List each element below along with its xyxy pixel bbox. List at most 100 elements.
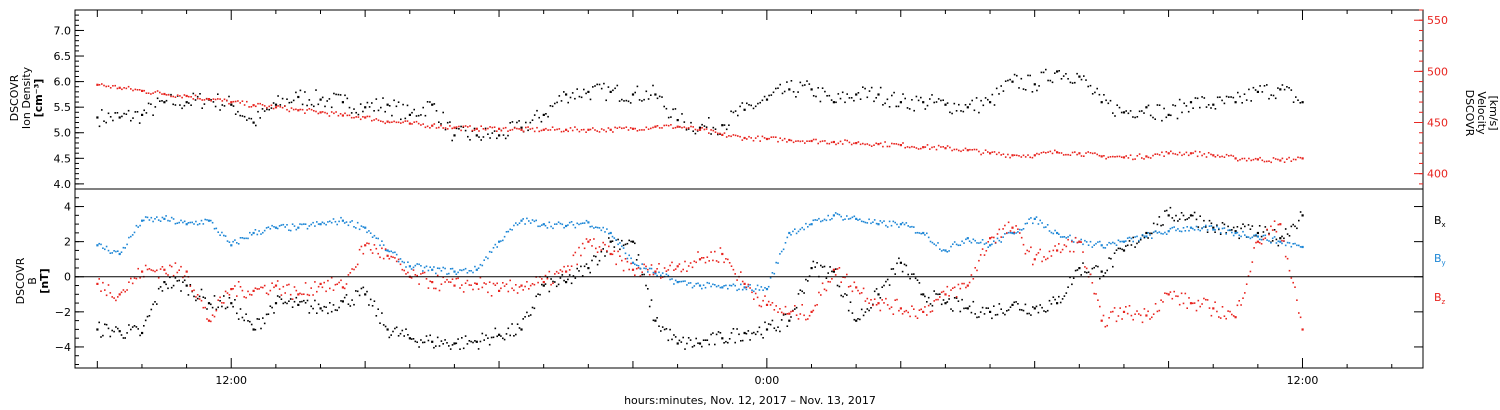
ion-density-trace xyxy=(612,89,614,92)
bx-trace xyxy=(706,339,709,341)
bz-trace xyxy=(619,255,621,257)
bx-trace xyxy=(1223,223,1226,226)
by-trace xyxy=(1214,229,1216,231)
ion-density-trace xyxy=(366,101,369,104)
bz-trace xyxy=(559,269,562,271)
bz-trace xyxy=(1119,307,1121,309)
bx-trace xyxy=(1059,301,1062,304)
bz-trace xyxy=(965,286,967,289)
bx-trace xyxy=(397,335,400,337)
velocity-trace xyxy=(397,121,400,124)
bx-trace xyxy=(937,293,939,296)
bz-trace xyxy=(628,268,630,271)
bz-trace xyxy=(896,298,898,301)
bx-trace xyxy=(462,347,465,350)
by-trace xyxy=(1268,240,1270,242)
by-trace xyxy=(963,242,965,244)
by-trace xyxy=(448,272,450,275)
bx-trace xyxy=(959,310,962,313)
bz-point xyxy=(364,244,367,247)
by-trace xyxy=(847,218,850,220)
bx-trace xyxy=(120,334,123,336)
by-trace xyxy=(1022,228,1025,230)
bz-trace xyxy=(213,315,216,318)
top-ytick-label: 5.0 xyxy=(54,127,72,140)
bz-trace xyxy=(974,267,976,269)
bz-trace xyxy=(1229,310,1231,313)
ion-density-trace xyxy=(444,128,447,131)
velocity-trace xyxy=(232,100,235,103)
ion-density-trace xyxy=(1098,93,1101,96)
velocity-trace xyxy=(420,124,422,126)
bz-trace xyxy=(650,264,653,266)
by-trace xyxy=(896,223,898,226)
ion-density-trace xyxy=(578,95,581,98)
by-trace xyxy=(875,222,878,225)
ion-density-trace xyxy=(1187,110,1190,113)
ion-density-trace xyxy=(346,97,349,100)
bx-trace xyxy=(953,297,956,299)
bz-trace xyxy=(805,318,807,321)
by-trace xyxy=(182,221,184,224)
velocity-trace xyxy=(1281,157,1284,160)
velocity-trace xyxy=(1203,153,1206,155)
ion-density-point xyxy=(1078,75,1081,78)
bz-trace xyxy=(853,281,856,284)
velocity-trace xyxy=(786,141,788,143)
velocity-trace xyxy=(462,125,465,128)
bz-trace xyxy=(100,290,102,292)
bz-trace xyxy=(1264,237,1267,239)
by-trace xyxy=(933,243,935,245)
ion-density-trace xyxy=(469,139,471,141)
by-trace xyxy=(1158,231,1161,233)
bz-trace xyxy=(827,280,829,283)
bx-trace xyxy=(762,337,764,339)
bx-trace xyxy=(1035,305,1038,308)
velocity-trace xyxy=(496,130,498,132)
ion-density-trace xyxy=(797,91,799,93)
ion-density-trace xyxy=(770,94,773,96)
bx-trace xyxy=(667,339,670,342)
ion-density-trace xyxy=(549,105,552,107)
ion-density-trace xyxy=(507,134,509,137)
bx-trace xyxy=(1203,219,1205,222)
by-trace xyxy=(888,220,891,223)
by-trace xyxy=(187,222,190,224)
bz-trace xyxy=(533,283,536,286)
bx-trace xyxy=(111,329,113,332)
bx-trace xyxy=(410,338,413,340)
bx-trace xyxy=(360,287,363,290)
bx-trace xyxy=(578,270,580,272)
bz-trace xyxy=(282,285,285,288)
bx-trace xyxy=(241,316,244,319)
by-trace xyxy=(825,219,828,222)
bz-trace xyxy=(546,277,549,280)
velocity-trace xyxy=(819,140,822,143)
velocity-trace xyxy=(1031,156,1034,159)
bx-trace xyxy=(981,306,984,309)
by-trace xyxy=(1210,225,1213,227)
by-trace xyxy=(870,222,872,225)
bx-trace xyxy=(1268,232,1270,235)
by-trace xyxy=(1054,229,1056,232)
bx-trace xyxy=(859,318,861,321)
velocity-trace xyxy=(130,88,132,90)
bx-trace xyxy=(488,343,491,346)
bz-point xyxy=(1279,223,1282,226)
ion-density-trace xyxy=(103,120,105,122)
bx-trace xyxy=(213,295,216,297)
bx-point xyxy=(207,302,211,305)
by-trace xyxy=(1072,241,1075,243)
velocity-trace xyxy=(259,102,261,105)
ion-density-point xyxy=(319,98,322,101)
ion-density-trace xyxy=(1205,106,1208,108)
velocity-trace xyxy=(1036,152,1038,155)
by-trace xyxy=(613,237,616,239)
bx-trace xyxy=(1041,306,1043,309)
bz-trace xyxy=(382,257,385,260)
by-trace xyxy=(111,252,113,254)
bz-trace xyxy=(345,283,348,285)
by-trace xyxy=(730,284,733,287)
ion-density-trace xyxy=(321,96,324,99)
by-trace xyxy=(643,267,645,270)
